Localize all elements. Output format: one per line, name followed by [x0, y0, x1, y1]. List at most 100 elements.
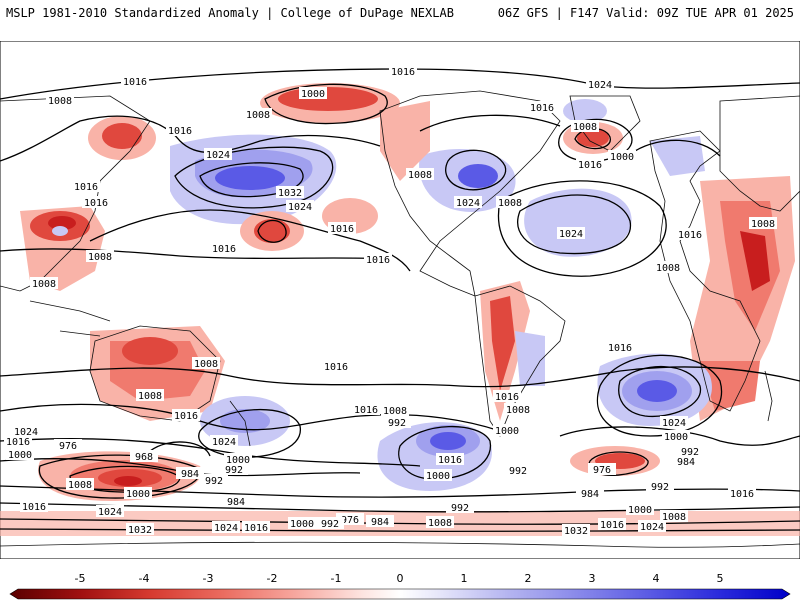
isobar-label: 1016 — [172, 409, 200, 422]
svg-text:1008: 1008 — [88, 252, 112, 263]
coastline-madagascar — [764, 370, 773, 422]
svg-text:1000: 1000 — [301, 89, 325, 100]
isobars — [0, 68, 800, 533]
isobar-label: 1008 — [660, 510, 688, 523]
isobar-label: 1016 — [598, 518, 626, 531]
svg-text:984: 984 — [227, 497, 245, 508]
isobar-label: 1008 — [654, 261, 682, 274]
isobar-line — [0, 438, 421, 467]
isobar-label: 1016 — [436, 453, 464, 466]
isobar-line — [0, 115, 381, 162]
isobar-label: 1008 — [86, 250, 114, 263]
isobar-label: 1024 — [454, 196, 482, 209]
isobar-label: 992 — [316, 517, 344, 530]
isobar-label: 984 — [222, 495, 250, 508]
svg-text:1016: 1016 — [438, 455, 462, 466]
isobar-label: 984 — [672, 455, 700, 468]
isobar-label: 1000 — [299, 87, 327, 100]
isobar-label: 1000 — [224, 453, 252, 466]
svg-text:976: 976 — [341, 515, 359, 526]
svg-text:992: 992 — [681, 447, 699, 458]
isobar-label: 1016 — [72, 180, 100, 193]
svg-text:1000: 1000 — [290, 519, 314, 530]
isobar-line — [445, 149, 507, 191]
svg-text:976: 976 — [593, 465, 611, 476]
svg-text:1016: 1016 — [608, 343, 632, 354]
anomaly-region — [254, 219, 290, 243]
colorbar-tick: 3 — [588, 572, 596, 585]
svg-text:1024: 1024 — [214, 523, 238, 534]
isobar-line — [596, 354, 723, 437]
isobar-label: 984 — [176, 467, 204, 480]
svg-text:1016: 1016 — [578, 160, 602, 171]
svg-text:1008: 1008 — [751, 219, 775, 230]
isobar-label: 1008 — [749, 217, 777, 230]
isobar-label: 1000 — [662, 430, 690, 443]
svg-text:992: 992 — [225, 465, 243, 476]
svg-text:1016: 1016 — [530, 103, 554, 114]
isobar-label: 1016 — [728, 487, 756, 500]
model-valid-time: 06Z GFS | F147 Valid: 09Z TUE APR 01 202… — [497, 6, 794, 20]
colorbar-tick: -3 — [202, 572, 214, 585]
svg-text:1016: 1016 — [330, 224, 354, 235]
svg-text:1016: 1016 — [6, 437, 30, 448]
isobar-label: 1016 — [82, 196, 110, 209]
isobar-label: 1008 — [244, 108, 272, 121]
anomaly-region — [114, 476, 142, 486]
isobar-line — [398, 425, 491, 480]
svg-text:1024: 1024 — [640, 522, 664, 533]
svg-text:1008: 1008 — [68, 480, 92, 491]
svg-text:1032: 1032 — [128, 525, 152, 536]
map-title: MSLP 1981-2010 Standardized Anomaly | Co… — [6, 6, 454, 20]
isobar-labels: 1016 1016 1024 1000 1008 1008 1016 1016 … — [4, 65, 777, 537]
isobar-line — [149, 441, 211, 457]
svg-text:1008: 1008 — [32, 279, 56, 290]
isobar-line — [174, 146, 334, 209]
isobar-label: 1024 — [638, 520, 666, 533]
svg-text:1016: 1016 — [354, 405, 378, 416]
isobar-label: 1024 — [212, 521, 240, 534]
isobar-line — [517, 194, 632, 255]
isobar-line — [89, 209, 411, 272]
isobar-label: 1032 — [126, 523, 154, 536]
isobar-label: 1000 — [424, 469, 452, 482]
isobar-label: 1032 — [276, 186, 304, 199]
svg-text:1008: 1008 — [662, 512, 686, 523]
isobar-label: 1008 — [496, 196, 524, 209]
svg-text:992: 992 — [388, 418, 406, 429]
isobar-label: 1000 — [493, 424, 521, 437]
anomaly-region — [524, 188, 632, 257]
isobar-line — [0, 528, 800, 533]
isobar-line — [38, 454, 201, 499]
svg-text:1016: 1016 — [495, 392, 519, 403]
isobar-label: 984 — [366, 515, 394, 528]
isobar-label: 1016 — [328, 222, 356, 235]
anomaly-region — [515, 331, 545, 386]
svg-text:968: 968 — [135, 452, 153, 463]
colorbar-tick: -2 — [266, 572, 278, 585]
coastline-new-zealand — [229, 400, 251, 447]
isobar-label: 992 — [200, 474, 228, 487]
svg-text:992: 992 — [451, 503, 469, 514]
colorbar-tick: 4 — [652, 572, 660, 585]
colorbar-tick: 5 — [716, 572, 724, 585]
colorbar-tick-labels: -5 -4 -3 -2 -1 0 1 2 3 4 5 — [0, 572, 800, 588]
isobar-label: 1008 — [136, 389, 164, 402]
isobar-label: 1032 — [562, 524, 590, 537]
svg-text:1008: 1008 — [656, 263, 680, 274]
mslp-anomaly-map: 1016 1016 1024 1000 1008 1008 1016 1016 … — [0, 41, 800, 559]
svg-text:1008: 1008 — [498, 198, 522, 209]
isobar-label: 1000 — [608, 150, 636, 163]
svg-text:1024: 1024 — [212, 437, 236, 448]
isobar-label: 1000 — [288, 517, 316, 530]
isobar-label: 976 — [588, 463, 616, 476]
svg-text:1016: 1016 — [366, 255, 390, 266]
isobar-label: 1016 — [20, 500, 48, 513]
isobar-label: 1024 — [12, 425, 40, 438]
svg-text:1008: 1008 — [48, 96, 72, 107]
isobar-label: 1008 — [66, 478, 94, 491]
isobar-label: 1000 — [626, 503, 654, 516]
isobar-label: 1008 — [426, 516, 454, 529]
isobar-line — [559, 426, 800, 446]
isobar-line — [618, 365, 701, 418]
